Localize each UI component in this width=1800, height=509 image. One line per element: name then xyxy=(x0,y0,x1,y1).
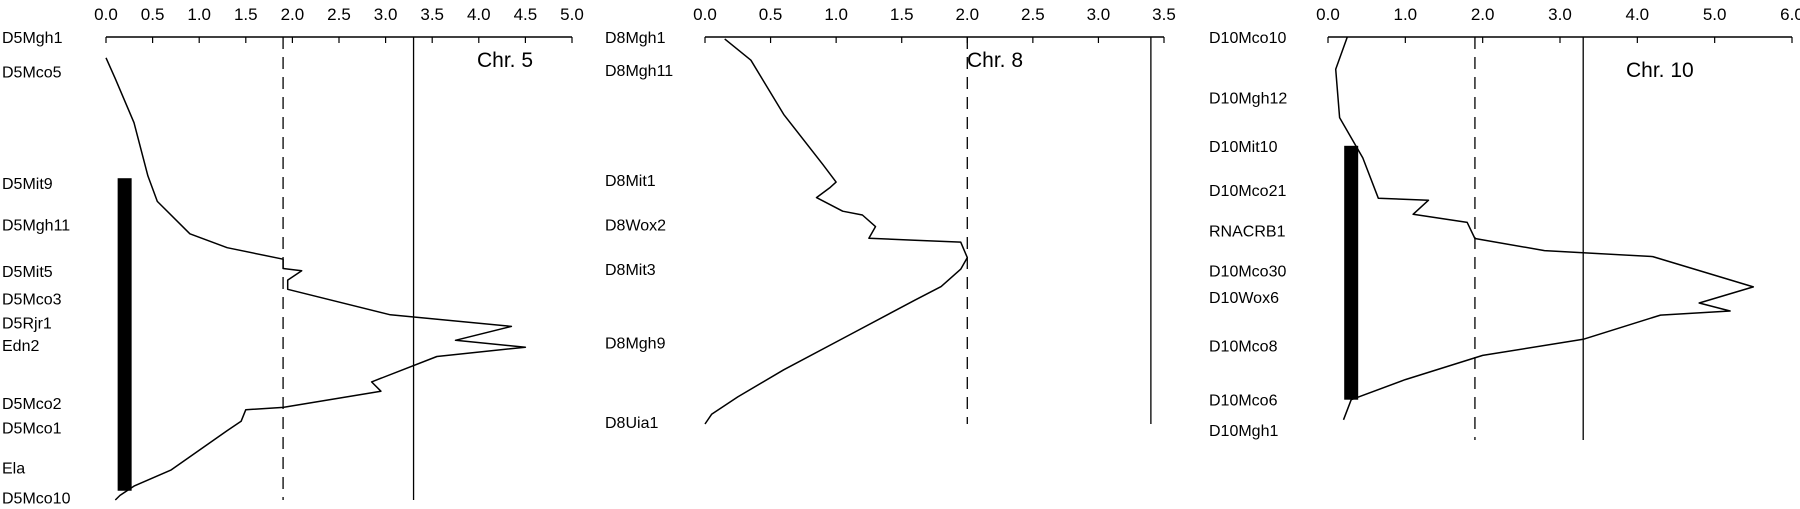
marker-label: D10Mgh12 xyxy=(1209,90,1287,107)
x-tick-label: 2.0 xyxy=(281,5,305,24)
marker-label: Ela xyxy=(2,461,25,478)
panel-chr10: 0.0 1.0 2.0 3.0 4.0 5.0 6.0 D10Mco10 D10Mgh12 D10… xyxy=(1209,5,1800,440)
marker-label: D5Mgh1 xyxy=(2,30,63,47)
x-tick-label: 5.0 xyxy=(560,5,584,24)
marker-label: D10Mco10 xyxy=(1209,30,1286,47)
marker-label: D10Mgh1 xyxy=(1209,423,1278,440)
marker-label: D8Mit1 xyxy=(605,173,656,190)
chart-title: Chr. 8 xyxy=(967,49,1023,72)
x-tick-label: 1.5 xyxy=(234,5,258,24)
marker-label: Edn2 xyxy=(2,338,39,355)
marker-label: D5Mco5 xyxy=(2,65,62,82)
lod-curve xyxy=(105,57,527,501)
marker-label: D10Mco21 xyxy=(1209,183,1286,200)
x-tick-label: 1.0 xyxy=(187,5,211,24)
x-tick-label: 5.0 xyxy=(1703,5,1727,24)
marker-label: D5Mit9 xyxy=(2,176,53,193)
x-tick-label: 3.0 xyxy=(1087,5,1111,24)
x-tick-label: 0.0 xyxy=(693,5,717,24)
x-tick-label: 3.5 xyxy=(420,5,444,24)
x-tick-label: 3.0 xyxy=(374,5,398,24)
marker-label: D5Mco2 xyxy=(2,396,62,413)
marker-label: D5Mco10 xyxy=(2,491,71,508)
x-tick-label: 6.0 xyxy=(1780,5,1800,24)
x-tick-label: 2.5 xyxy=(327,5,351,24)
marker-label: D5Mit5 xyxy=(2,264,53,281)
confidence-interval-bar xyxy=(117,178,132,491)
x-tick-label: 3.5 xyxy=(1152,5,1176,24)
marker-label: D8Wox2 xyxy=(605,218,666,235)
panel-chr5: 0.0 0.5 1.0 1.5 2.0 2.5 3.0 3.5 4.0 4.5 5.0 D5Mgh1 D… xyxy=(2,5,584,508)
marker-label: D8Mgh9 xyxy=(605,336,666,353)
chart-title: Chr. 10 xyxy=(1626,59,1694,82)
chart-title: Chr. 5 xyxy=(477,49,533,72)
marker-label: RNACRB1 xyxy=(1209,223,1286,240)
marker-label: D8Mgh1 xyxy=(605,30,666,47)
x-tick-label: 2.0 xyxy=(1471,5,1495,24)
x-tick-label: 4.5 xyxy=(514,5,538,24)
x-tick-label: 0.5 xyxy=(141,5,165,24)
x-tick-label: 1.5 xyxy=(890,5,914,24)
marker-label: D10Mco30 xyxy=(1209,264,1286,281)
lod-curve xyxy=(1334,36,1755,421)
confidence-interval-bar xyxy=(1344,145,1359,400)
marker-label: D8Uia1 xyxy=(605,415,658,432)
marker-label: D10Mit10 xyxy=(1209,139,1278,156)
x-tick-label: 0.5 xyxy=(759,5,783,24)
marker-label: D5Mco3 xyxy=(2,292,62,309)
x-tick-label: 2.5 xyxy=(1021,5,1045,24)
x-tick-label: 2.0 xyxy=(955,5,979,24)
marker-label: D10Mco8 xyxy=(1209,338,1278,355)
x-tick-label: 3.0 xyxy=(1548,5,1572,24)
x-tick-label: 1.0 xyxy=(1394,5,1418,24)
marker-label: D10Mco6 xyxy=(1209,393,1278,410)
marker-label: D8Mgh11 xyxy=(605,63,673,80)
lod-curve xyxy=(704,38,969,425)
marker-label: D5Rjr1 xyxy=(2,316,52,333)
marker-label: D10Wox6 xyxy=(1209,290,1279,307)
x-tick-label: 4.0 xyxy=(467,5,491,24)
x-tick-label: 1.0 xyxy=(824,5,848,24)
panel-chr8: 0.0 0.5 1.0 1.5 2.0 2.5 3.0 3.5 D8Mgh1 D8Mgh11 D8M… xyxy=(605,5,1176,432)
marker-label: D5Mgh11 xyxy=(2,218,70,235)
marker-label: D5Mco1 xyxy=(2,420,62,437)
x-tick-label: 0.0 xyxy=(1316,5,1340,24)
x-tick-label: 0.0 xyxy=(94,5,118,24)
x-tick-label: 4.0 xyxy=(1626,5,1650,24)
marker-label: D8Mit3 xyxy=(605,262,656,279)
